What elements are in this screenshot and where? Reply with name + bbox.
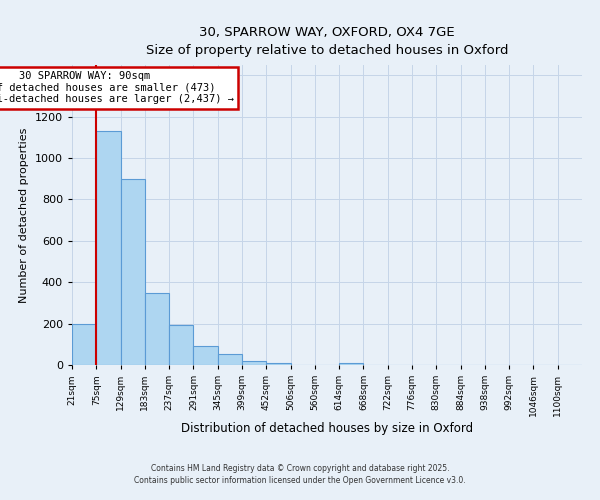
Bar <box>96 131 121 365</box>
Text: 30 SPARROW WAY: 90sqm
← 16% of detached houses are smaller (473)
83% of semi-det: 30 SPARROW WAY: 90sqm ← 16% of detached … <box>0 71 234 104</box>
Y-axis label: Number of detached properties: Number of detached properties <box>19 128 29 302</box>
Bar <box>242 361 266 365</box>
Text: Contains HM Land Registry data © Crown copyright and database right 2025.
Contai: Contains HM Land Registry data © Crown c… <box>134 464 466 485</box>
Bar <box>169 324 193 365</box>
Bar <box>193 346 218 365</box>
Bar <box>121 179 145 365</box>
X-axis label: Distribution of detached houses by size in Oxford: Distribution of detached houses by size … <box>181 422 473 434</box>
Bar <box>339 363 364 365</box>
Title: 30, SPARROW WAY, OXFORD, OX4 7GE
Size of property relative to detached houses in: 30, SPARROW WAY, OXFORD, OX4 7GE Size of… <box>146 26 508 57</box>
Bar <box>72 324 96 365</box>
Bar <box>266 363 290 365</box>
Bar <box>145 292 169 365</box>
Bar <box>218 354 242 365</box>
